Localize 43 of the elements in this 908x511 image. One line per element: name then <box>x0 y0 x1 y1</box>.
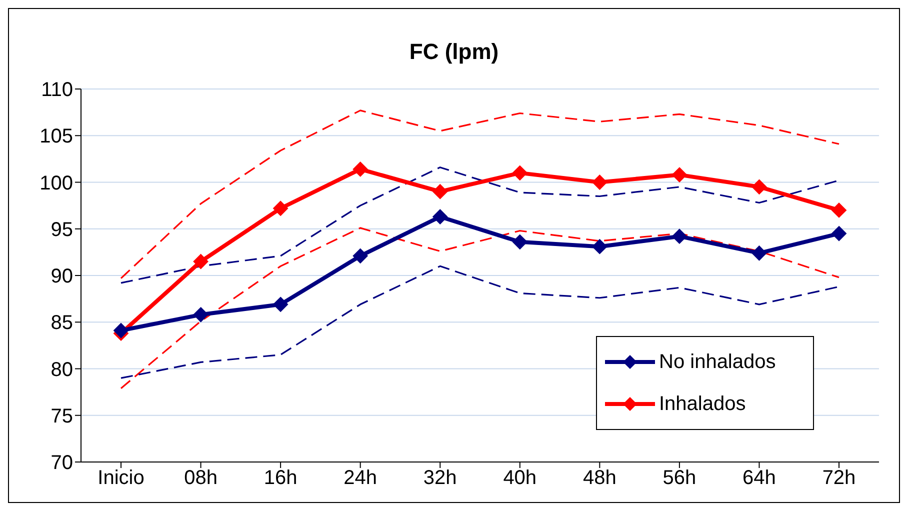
x-tick-label: 40h <box>503 467 537 490</box>
line-series <box>120 110 840 280</box>
y-tick-label: 75 <box>50 405 73 428</box>
point <box>832 202 846 218</box>
chart-title: FC (lpm) <box>408 39 500 65</box>
y-tick-label: 85 <box>50 312 73 334</box>
line-series <box>120 265 840 379</box>
point <box>432 184 448 200</box>
x-tick-label: 48h <box>582 467 616 490</box>
y-tick-label: 95 <box>50 218 73 241</box>
point <box>512 165 528 180</box>
point <box>432 209 448 224</box>
point <box>352 248 368 264</box>
point <box>592 239 608 254</box>
x-tick-label: Inicio <box>98 467 144 490</box>
x-tick-label: 08h <box>184 467 218 490</box>
x-tick-label: 32h <box>423 467 457 490</box>
point <box>832 226 846 242</box>
point <box>672 228 687 244</box>
point <box>752 246 767 261</box>
y-tick-label: 70 <box>50 452 73 474</box>
x-tick-label: 24h <box>344 467 378 490</box>
point <box>592 174 608 190</box>
y-tick-label: 80 <box>50 358 73 381</box>
legend-label: Inhalados <box>659 392 746 417</box>
legend-label: No inhalados <box>659 350 776 375</box>
x-tick-label: 72h <box>822 467 856 490</box>
y-tick-label: 100 <box>40 172 73 194</box>
line-series <box>120 227 840 390</box>
x-tick-label: 16h <box>264 467 298 490</box>
y-tick-label: 110 <box>41 79 73 102</box>
point <box>193 254 208 270</box>
point <box>193 307 208 322</box>
x-tick-label: 64h <box>742 467 776 490</box>
y-tick-label: 105 <box>40 126 73 148</box>
point <box>352 162 368 177</box>
point <box>512 234 528 250</box>
point <box>273 296 288 312</box>
point <box>273 200 288 216</box>
x-tick-label: 56h <box>662 467 696 490</box>
point <box>752 179 767 194</box>
point <box>672 167 687 182</box>
y-tick-label: 90 <box>50 266 73 288</box>
